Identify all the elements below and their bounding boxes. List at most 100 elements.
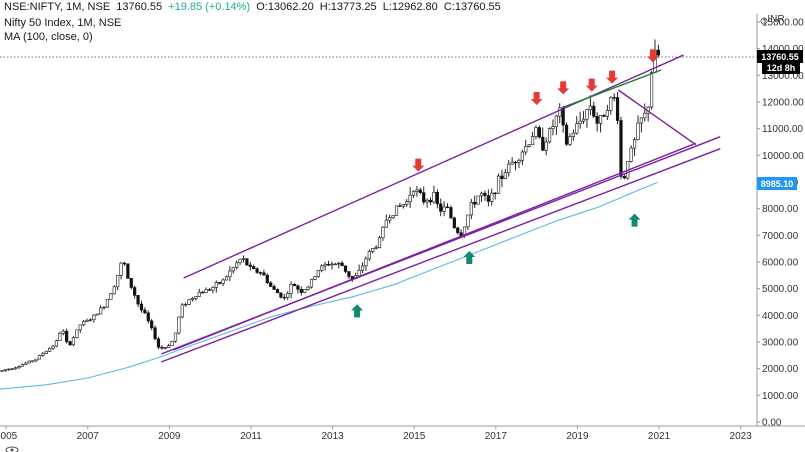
candle	[534, 125, 538, 140]
symbol-name[interactable]: NSE:NIFTY, 1M, NSE	[4, 1, 111, 13]
candle-body-down	[156, 338, 161, 348]
candle	[367, 249, 371, 261]
high-label: H:	[319, 1, 331, 13]
price-tick-label: 2000.00	[762, 364, 799, 375]
candle	[595, 112, 599, 132]
candle	[609, 96, 613, 115]
candle-body-up	[75, 329, 79, 338]
candle	[507, 160, 511, 177]
candle-body-down	[126, 263, 130, 279]
candle-body-up	[357, 270, 361, 277]
candle	[173, 332, 178, 343]
candle-body-up	[82, 321, 86, 326]
candle	[269, 280, 273, 288]
candle	[218, 281, 222, 285]
candle	[405, 199, 409, 207]
indicator-legend[interactable]: MA (100, close, 0)	[4, 31, 93, 43]
candle	[133, 285, 137, 299]
candle-body-down	[255, 268, 259, 273]
candle	[639, 117, 643, 133]
candle-body-down	[262, 272, 266, 276]
candle-body-up	[194, 296, 198, 299]
down-arrow-icon	[530, 92, 543, 105]
candle	[411, 190, 416, 198]
candle-body-up	[190, 298, 195, 300]
candle	[252, 264, 256, 270]
candle-body-up	[92, 314, 96, 321]
currency-label: INR	[767, 14, 784, 25]
candle	[27, 360, 31, 364]
candle-body-down	[486, 195, 490, 202]
close-label: C:	[443, 1, 455, 13]
candle-body-down	[146, 312, 150, 322]
candle-body-down	[207, 289, 212, 291]
candle	[3, 369, 8, 372]
candle-body-up	[184, 304, 188, 306]
candle-body-up	[58, 332, 62, 342]
candle-body-down	[258, 272, 263, 274]
candle-body-down	[326, 263, 331, 266]
candle-body-down	[439, 203, 443, 212]
candle-body-up	[432, 191, 436, 203]
candle	[371, 247, 375, 254]
candle	[343, 265, 348, 274]
candle-body-up	[367, 251, 371, 260]
candle-body-up	[649, 72, 654, 108]
candle-body-up	[228, 270, 232, 278]
candle-body-up	[476, 195, 480, 205]
candle	[170, 340, 174, 346]
candle-body-up	[303, 288, 307, 293]
candle-body-up	[639, 117, 643, 124]
candle	[95, 313, 99, 316]
candle-body-up	[31, 360, 35, 362]
candle	[588, 95, 592, 116]
candle	[167, 343, 171, 349]
candle-body-down	[139, 303, 144, 311]
candle-body-up	[425, 199, 429, 203]
candle	[530, 131, 535, 146]
down-arrow-icon	[557, 81, 570, 95]
candle	[320, 264, 324, 273]
candle-body-up	[581, 118, 586, 122]
gear-icon[interactable]	[760, 17, 768, 25]
candle	[272, 284, 276, 290]
candle	[7, 368, 11, 371]
high-value: 13773.25	[330, 1, 377, 13]
candle-body-up	[507, 163, 511, 173]
candle-body-up	[17, 366, 21, 369]
price-tick-label: 0.00	[762, 418, 782, 429]
candle	[146, 310, 150, 324]
candle	[235, 260, 239, 270]
candle	[10, 367, 14, 370]
candle	[309, 278, 314, 289]
candle-body-up	[520, 151, 524, 161]
candle	[561, 105, 565, 133]
candle	[473, 195, 477, 208]
candle	[102, 306, 106, 310]
time-tick-label: 2011	[240, 431, 262, 442]
candle	[88, 318, 93, 322]
candle-body-up	[119, 262, 123, 276]
price-tick-label: 6000.00	[762, 258, 799, 269]
candle-body-up	[54, 340, 59, 347]
candle	[541, 127, 545, 152]
candle-body-down	[133, 287, 137, 296]
time-axis-ticks[interactable]: 2005 2007 2009 2011 2013 2015 2017 2019 2021 2023	[0, 426, 752, 442]
candle-body-up	[289, 283, 293, 294]
candle	[48, 347, 52, 353]
candle-body-up	[102, 306, 106, 309]
candle-body-up	[466, 214, 470, 228]
candle-body-down	[122, 262, 127, 265]
candle	[374, 245, 378, 250]
candle-body-down	[541, 136, 545, 151]
time-tick-label: 2005	[0, 431, 18, 442]
eye-icon[interactable]	[5, 446, 19, 452]
candle	[330, 261, 334, 270]
candle-body-up	[238, 258, 242, 264]
time-tick-label: 2021	[648, 431, 671, 442]
candle-body-up	[170, 340, 174, 346]
candle	[44, 350, 48, 355]
candle-body-up	[524, 145, 528, 153]
candle-body-down	[428, 199, 433, 203]
